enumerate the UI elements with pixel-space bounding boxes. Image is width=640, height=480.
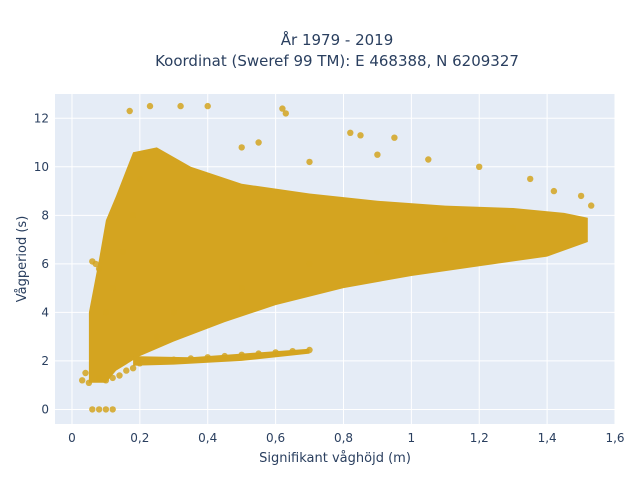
x-tick-label: 1 — [408, 431, 416, 445]
scatter-point — [136, 360, 143, 367]
x-tick-label: 0,6 — [266, 431, 285, 445]
low-period-band — [133, 348, 310, 366]
scatter-point — [306, 260, 313, 268]
scatter-point — [146, 102, 154, 110]
scatter-point — [255, 350, 262, 357]
y-axis-title: Vågperiod (s) — [15, 216, 30, 303]
scatter-dense-cloud — [88, 147, 588, 383]
scatter-point — [204, 354, 211, 361]
x-tick-label: 1,6 — [605, 431, 624, 445]
scatter-point — [238, 144, 245, 151]
scatter-point — [255, 139, 262, 146]
scatter-point — [109, 284, 116, 292]
scatter-point — [374, 151, 381, 158]
chart-title-line2: Koordinat (Sweref 99 TM): E 468388, N 62… — [155, 52, 519, 70]
scatter-point — [85, 379, 93, 386]
scatter-point — [279, 105, 286, 112]
scatter-point — [306, 158, 313, 166]
y-tick-label: 12 — [34, 111, 49, 125]
scatter-point — [442, 236, 449, 243]
scatter-point — [116, 372, 123, 379]
scatter-point — [289, 348, 296, 355]
x-axis-title: Signifikant våghöjd (m) — [259, 451, 411, 466]
scatter-point — [95, 374, 103, 382]
scatter-point — [89, 406, 96, 413]
y-tick-label: 4 — [41, 305, 49, 319]
x-tick-label: 0,4 — [198, 431, 217, 445]
scatter-point — [123, 367, 130, 374]
scatter-point — [204, 102, 211, 110]
scatter-point — [170, 356, 177, 363]
scatter-point — [238, 351, 245, 358]
scatter-point — [102, 377, 110, 384]
scatter-point — [109, 406, 116, 413]
scatter-point — [129, 365, 137, 372]
scatter-point — [129, 212, 137, 219]
scatter-point — [221, 352, 228, 360]
y-tick-label: 10 — [34, 160, 49, 174]
axis-ticks: 0 0,2 0,4 0,6 0,8 1 1,2 1,4 1,6 0 2 4 6 8 10 12 — [34, 111, 625, 445]
scatter-point — [272, 349, 279, 356]
scatter-point — [153, 357, 160, 365]
scatter-point — [95, 265, 103, 272]
dense-point-cloud — [88, 147, 588, 383]
scatter-point — [238, 284, 245, 292]
scatter-point — [577, 192, 585, 200]
scatter-point — [92, 260, 99, 268]
x-tick-label: 1,4 — [538, 431, 557, 445]
scatter-point — [126, 107, 133, 115]
scatter-point — [102, 406, 110, 413]
scatter-point — [177, 102, 184, 110]
scatter-point — [95, 406, 103, 413]
scatter-point — [357, 132, 364, 139]
scatter-point — [282, 110, 289, 117]
scatter-point — [136, 175, 143, 183]
scatter-point — [187, 355, 194, 362]
scatter-point — [588, 202, 595, 209]
scatter-point — [374, 248, 381, 255]
scatter-point — [102, 309, 110, 316]
scatter-point — [153, 333, 160, 340]
scatter-point — [510, 224, 517, 231]
y-tick-label: 0 — [41, 402, 49, 416]
x-tick-label: 0,8 — [334, 431, 353, 445]
y-tick-label: 2 — [41, 354, 49, 368]
chart-title-line1: År 1979 - 2019 — [281, 30, 394, 49]
y-tick-label: 6 — [41, 257, 49, 271]
scatter-point — [391, 134, 398, 141]
x-tick-label: 0 — [68, 431, 76, 445]
scatter-points — [79, 102, 595, 413]
scatter-point — [306, 346, 313, 354]
scatter-point — [119, 248, 127, 255]
scatter-point — [476, 163, 483, 170]
y-tick-label: 8 — [41, 208, 49, 222]
scatter-point — [527, 175, 534, 183]
scatter-point — [143, 151, 150, 158]
x-tick-label: 0,2 — [130, 431, 149, 445]
scatter-point — [347, 129, 354, 136]
scatter-point — [550, 187, 558, 195]
scatter-point — [82, 369, 89, 377]
scatter-point — [109, 374, 116, 382]
scatter-point — [170, 309, 177, 316]
x-tick-label: 1,2 — [470, 431, 489, 445]
scatter-point — [425, 156, 432, 163]
scatter-point — [79, 377, 86, 384]
